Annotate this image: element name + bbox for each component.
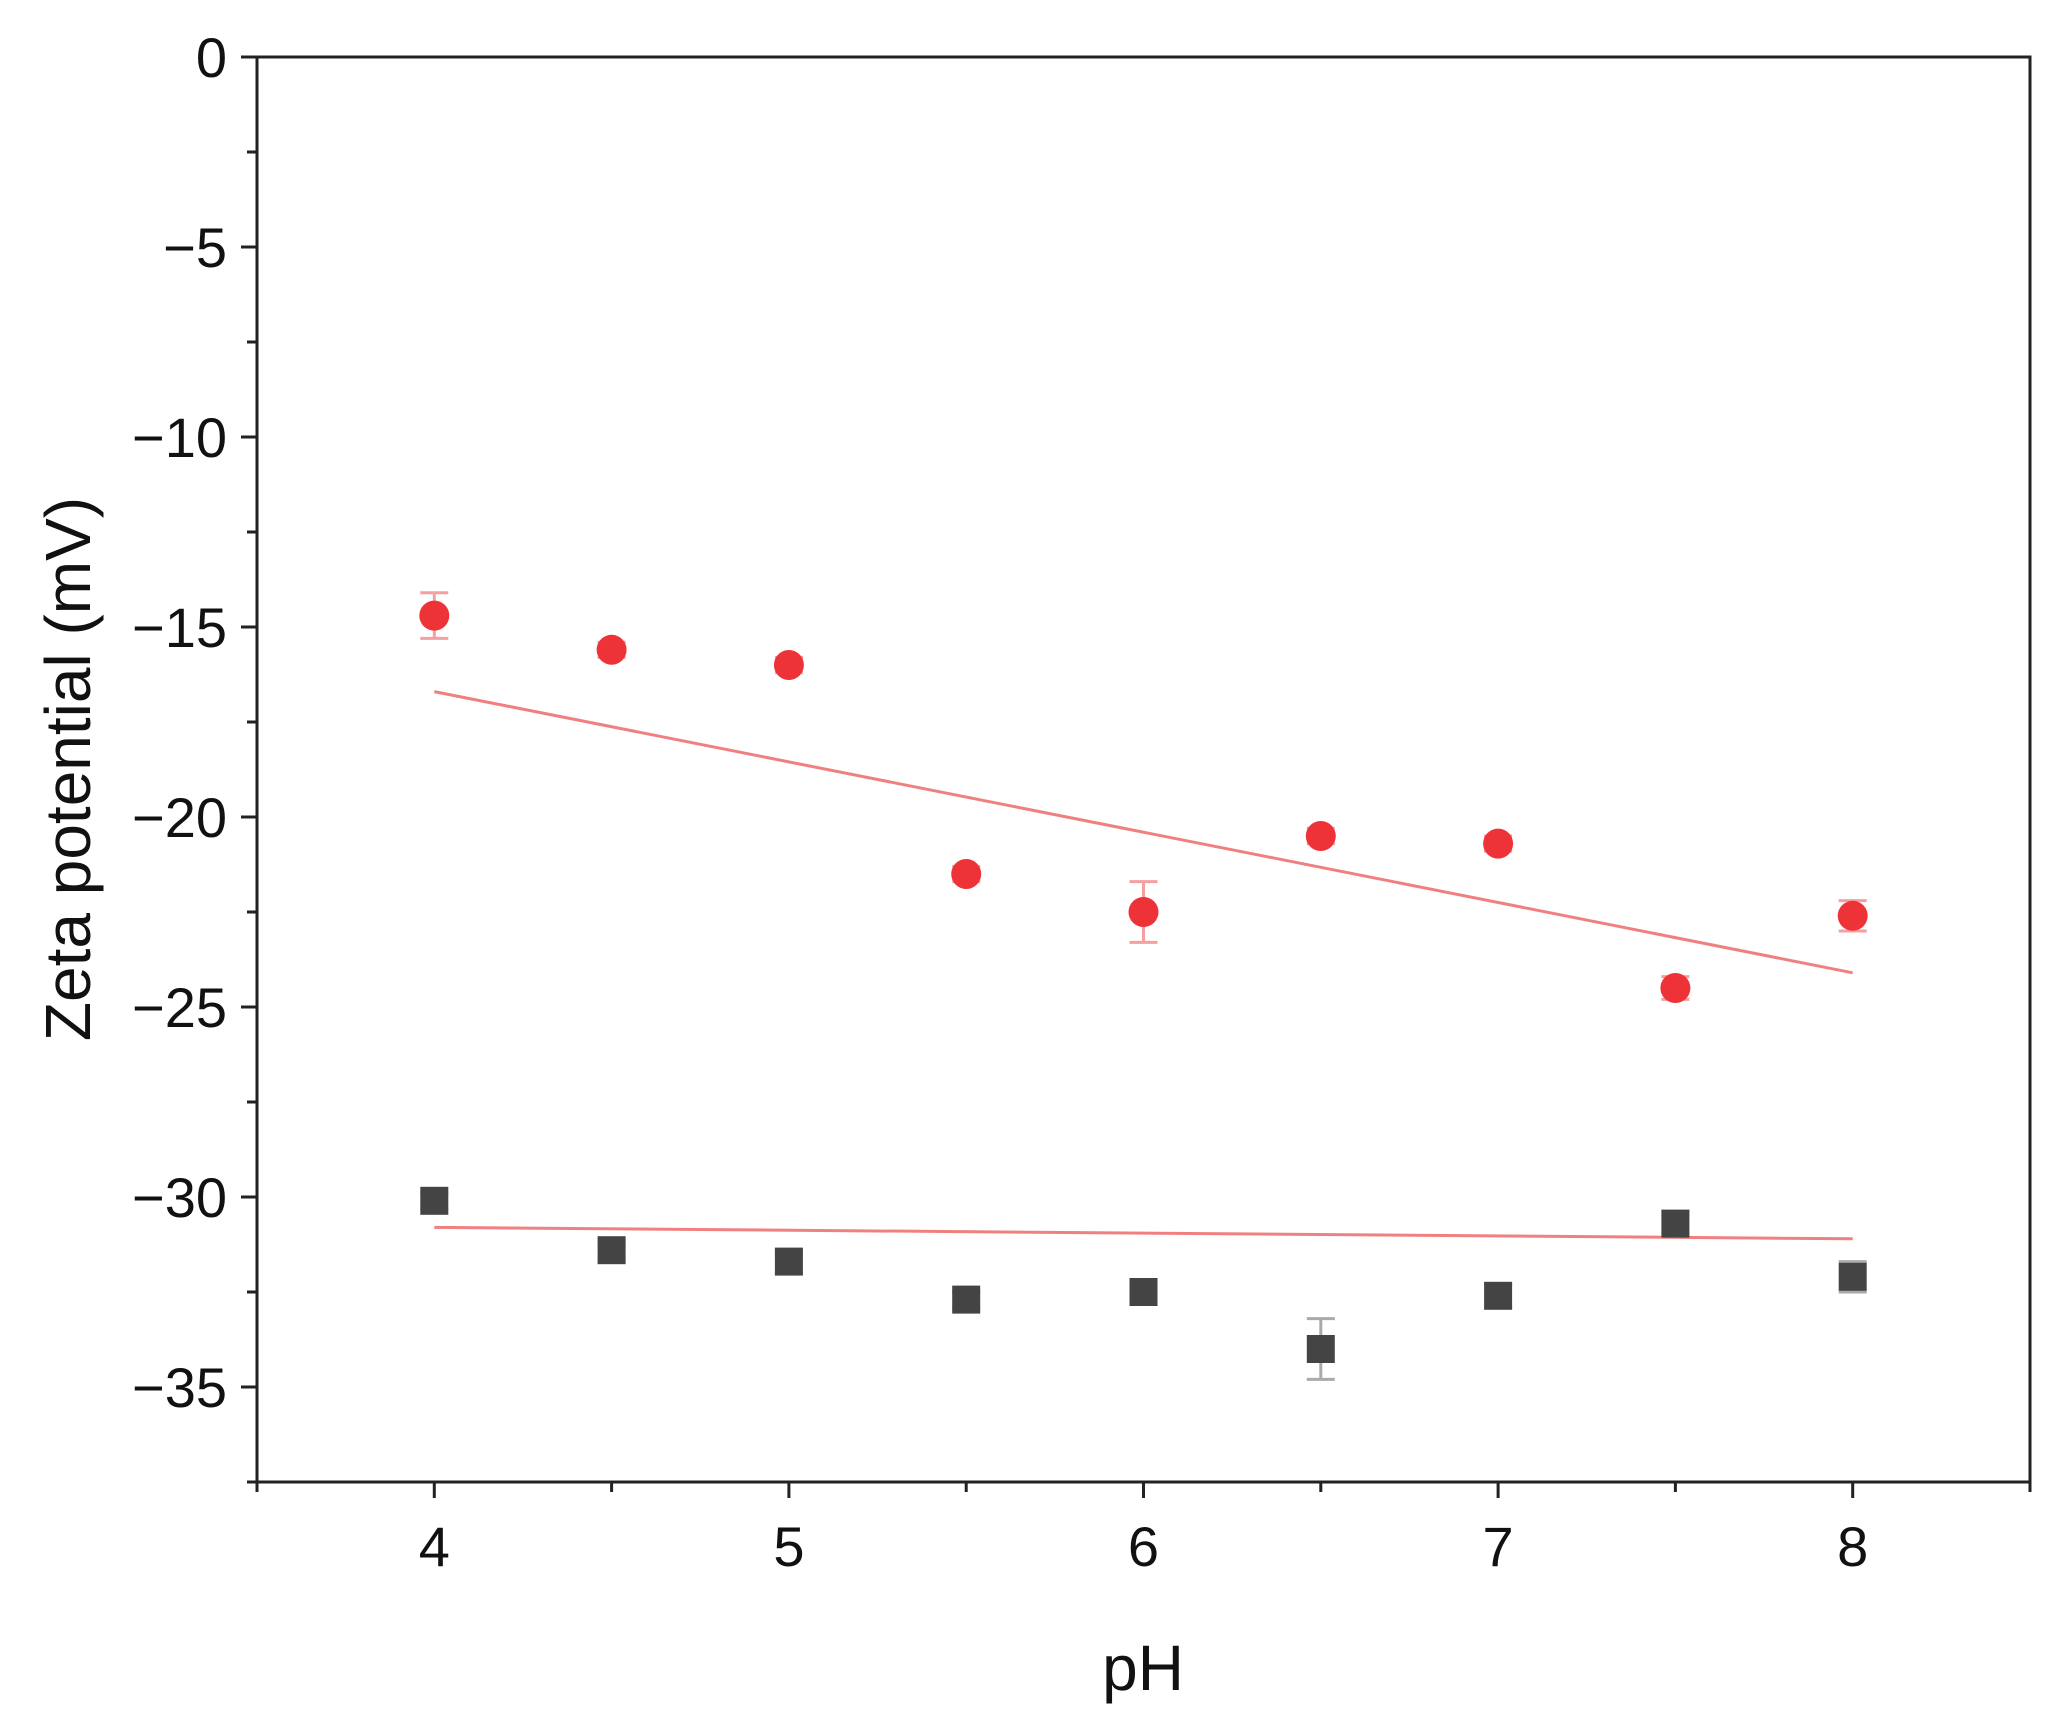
data-point-square — [420, 1186, 449, 1215]
x-tick-label: 6 — [1128, 1515, 1159, 1578]
x-axis-title: pH — [1102, 1632, 1184, 1704]
data-point-circle — [773, 650, 804, 680]
error-bars — [420, 591, 1867, 1381]
y-tick-label: −15 — [132, 596, 227, 659]
y-tick-label: −30 — [132, 1166, 227, 1229]
data-point-square — [1129, 1278, 1158, 1306]
fit-line-1 — [434, 1225, 1853, 1241]
y-tick-label: −35 — [132, 1356, 227, 1419]
x-tick-label: 7 — [1483, 1515, 1514, 1578]
data-point-circle — [1305, 821, 1336, 851]
fit-line-0 — [434, 690, 1853, 975]
y-tick-label: −5 — [163, 216, 227, 279]
data-point-square — [952, 1285, 981, 1314]
y-tick-label: −25 — [132, 976, 227, 1039]
y-tick-label: −20 — [132, 786, 227, 849]
y-tick-label: 0 — [196, 26, 227, 89]
data-point-square — [597, 1236, 626, 1265]
data-point-square — [1838, 1262, 1867, 1291]
x-axis: 4 5 6 7 8 — [255, 1482, 2032, 1578]
data-point-circle — [1128, 897, 1159, 927]
data-point-circle — [1660, 973, 1691, 1003]
data-point-square — [1484, 1281, 1513, 1310]
y-tick-label: −10 — [132, 406, 227, 469]
data-point-square — [1306, 1335, 1335, 1363]
y-axis-title: Zeta potential (mV) — [32, 497, 104, 1041]
fit-lines — [434, 690, 1853, 1241]
y-axis: 0 −5 −10 −15 −20 −25 −30 −35 — [132, 26, 257, 1484]
data-point-circle — [1483, 828, 1514, 859]
x-tick-label: 4 — [419, 1515, 450, 1578]
data-point-circle — [951, 859, 982, 889]
data-point-square — [1661, 1209, 1690, 1238]
x-tick-label: 5 — [773, 1515, 804, 1578]
data-point-circle — [419, 600, 450, 631]
data-point-circle — [1837, 900, 1868, 931]
plot-area-frame — [255, 55, 2032, 1484]
data-point-square — [774, 1247, 803, 1276]
data-markers — [419, 600, 1868, 1363]
data-point-circle — [596, 634, 627, 665]
x-tick-label: 8 — [1837, 1515, 1868, 1578]
